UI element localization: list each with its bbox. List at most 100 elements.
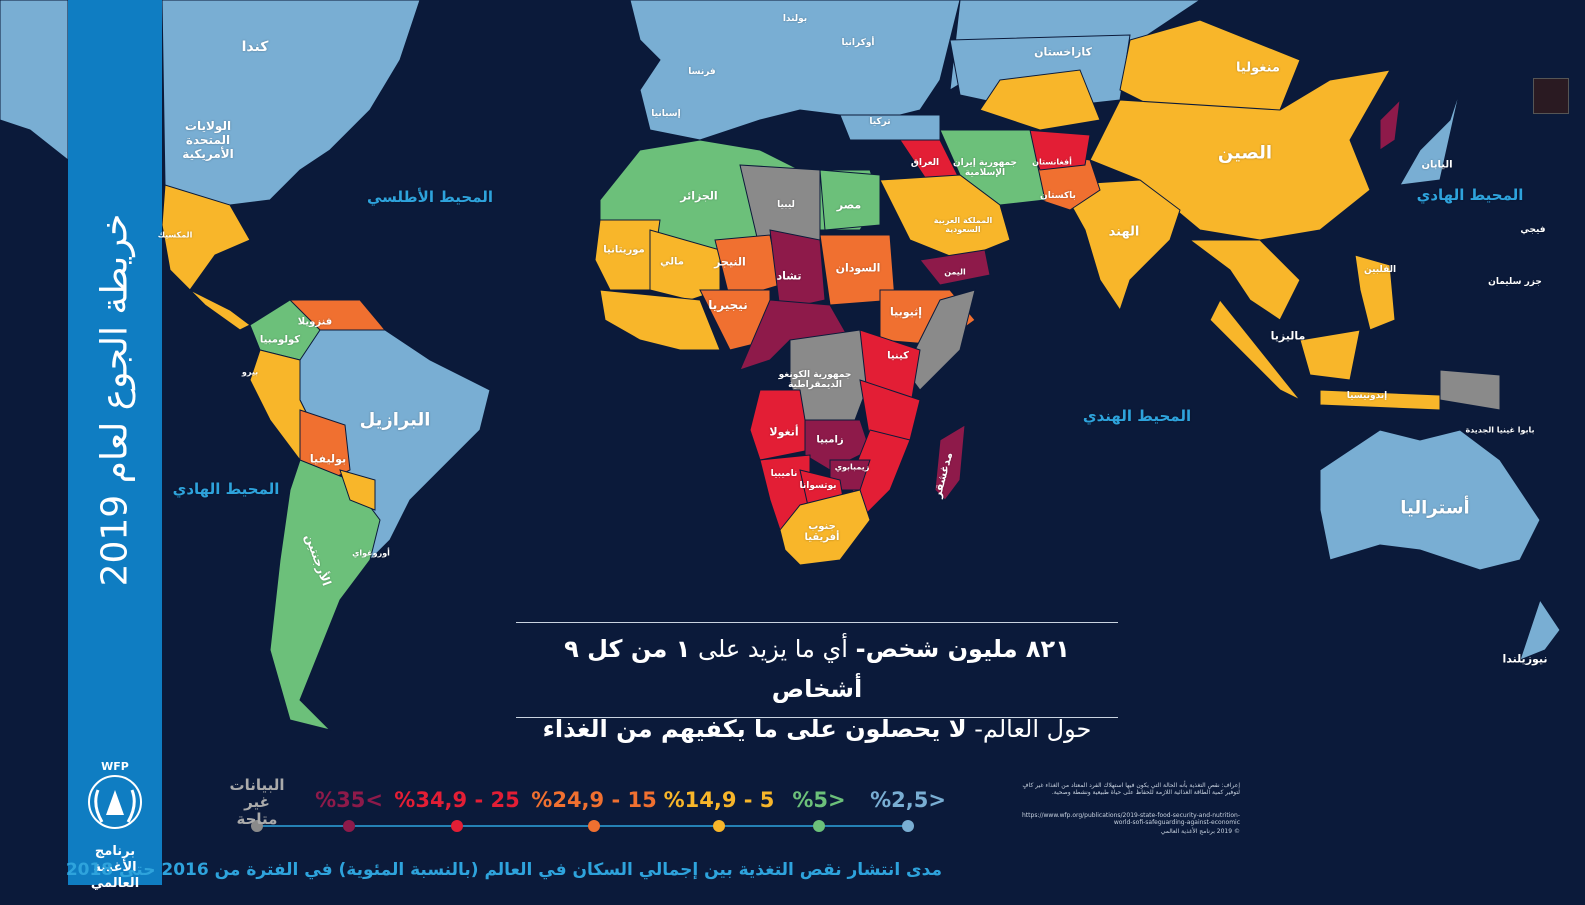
country-region [1299,329,1361,381]
country-label: منغوليا [1236,60,1280,76]
country-label: أفغانستان [1032,157,1072,167]
country-label: مالي [660,256,684,268]
country-region [599,289,721,351]
country-region [1399,89,1461,186]
country-label: نيوزيلندا [1502,652,1548,666]
country-region [594,219,661,291]
country-region [839,114,941,141]
ocean-label: المحيط الأطلسي [366,188,494,206]
country-region [769,229,826,311]
headline-bold: ٨٢١ مليون شخص- [855,635,1070,663]
country-label: إندونيسيا [1346,391,1388,401]
legend-caption: مدى انتشار نقص التغذية بين إجمالي السكان… [65,860,942,880]
legend-dot [713,820,725,832]
country-label: جزر سليمان [1488,277,1542,287]
country-label: الولايات المتحدة الأمريكية [182,119,234,161]
country-region [1379,98,1401,151]
legend-dot [451,820,463,832]
pdf-button[interactable] [1533,78,1569,114]
country-label: أنغولا [769,425,799,439]
country-region [749,389,811,461]
country-label: البرازيل [359,409,431,431]
country-label: زامبيا [816,434,844,446]
country-label: أوكرانيا [841,38,875,48]
country-region [779,489,871,566]
country-region [934,424,966,501]
headline-bold: ١ من كل ٩ أشخاص [564,635,863,703]
country-region [1354,254,1396,331]
country-label: كندا [241,39,269,55]
headline-text: حول العالم- [974,715,1092,743]
country-region [161,184,251,331]
country-label: بوليفيا [309,452,347,466]
country-region [1439,369,1501,411]
country-region [919,249,991,286]
country-region [819,169,881,231]
country-region [161,0,421,206]
country-region [269,459,381,731]
country-label: العراق [910,158,940,168]
sidebar-title: خريطة الجوع لعام 2019 [94,213,136,587]
country-region [1209,299,1301,401]
country-label: بولندا [782,14,808,24]
headline-text: أي ما يزيد على [697,635,848,663]
wfp-logo: WFP برنامج الأغذية العالمي [68,760,162,892]
country-region [879,174,1011,261]
legend-label: البيانات غير متاحة [229,776,285,828]
country-region [1319,389,1441,411]
ocean-label: المحيط الهندي [1082,407,1192,425]
legend-label: %14,9 - 5 [663,788,775,812]
country-label: موريتانيا [603,244,645,256]
country-label: فنزويلا [297,316,333,328]
ocean-label: المحيط الهادي [172,480,280,498]
legend-dot [588,820,600,832]
country-label: كازاخستان [1034,45,1092,59]
country-label: المكسيك [157,230,193,240]
country-label: أستراليا [1400,497,1470,519]
country-region [1059,179,1181,312]
country-region [629,0,961,141]
note: © 2019 برنامج الأغذية العالمي [1160,828,1240,835]
country-region [1319,429,1541,571]
country-label: الصين [1217,142,1273,164]
country-label: فيجي [1520,225,1546,235]
country-label: الفلبين [1363,265,1397,275]
country-label: مصر [836,198,862,212]
legend-dot [251,820,263,832]
logo-acronym: WFP [101,760,129,773]
country-region [0,0,69,162]
country-label: إسبانيا [651,109,681,119]
country-region [979,69,1101,131]
country-label: بيرو [241,367,259,377]
country-label: اليابان [1421,159,1453,171]
country-label: الهند [1108,224,1140,240]
country-label: النيجر [714,255,746,269]
country-region [339,469,376,511]
country-label: بوتسوانا [799,481,837,491]
sidebar: خريطة الجوع لعام 2019 WFP برنامج الأغذية… [68,0,162,891]
country-label: جمهورية إيران الإسلامية [952,158,1018,178]
country-region [1188,239,1301,321]
country-label: بابوا غينيا الجديدة [1465,425,1535,435]
legend-dot [902,820,914,832]
country-label: اليمن [944,267,966,277]
country-label: كينيا [887,350,909,362]
country-label: ليبيا [777,200,795,210]
country-label: ماليزيا [1270,329,1306,343]
country-label: تركيا [869,117,891,127]
headline: ٨٢١ مليون شخص- أي ما يزيد على ١ من كل ٩ … [516,622,1118,743]
country-label: الجزائر [680,189,718,203]
ocean-label: المحيط الهادي [1416,186,1524,204]
logo-name: برنامج الأغذية العالمي [90,844,140,891]
country-region [1089,69,1391,241]
country-label: فرنسا [688,67,716,77]
country-label: نيجيريا [708,298,748,312]
note: https://www.wfp.org/publications/2019-st… [1022,812,1240,826]
legend-label: %5> [792,788,846,812]
country-region [939,129,1046,206]
headline-bold: لا يحصلون على ما يكفيهم من الغذاء [542,715,967,743]
country-label: أوروغواي [352,548,390,558]
legend-label: %35< [315,788,383,812]
logo-emblem: WFP [88,760,142,829]
